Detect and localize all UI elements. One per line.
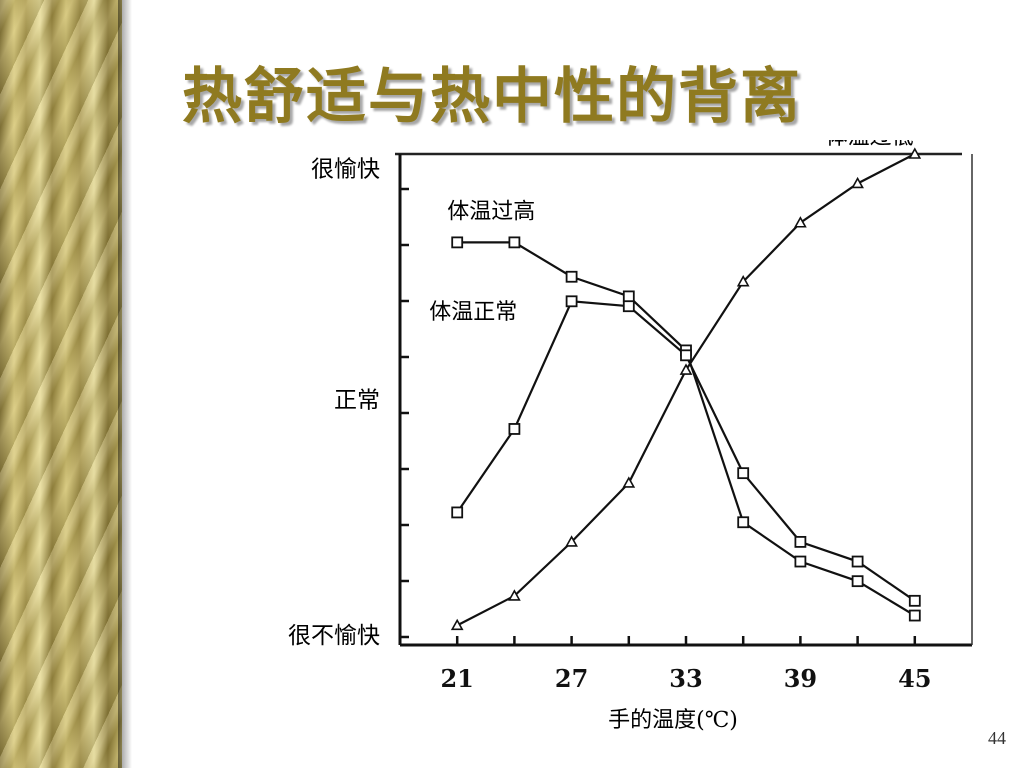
data-point <box>908 594 921 607</box>
x-tick-label: 33 <box>669 664 702 693</box>
y-tick-label: 很愉快 <box>311 157 380 183</box>
x-axis-label: 手的温度(℃) <box>608 708 738 733</box>
x-tick-label: 45 <box>898 664 931 693</box>
data-point <box>451 506 464 519</box>
data-point <box>736 275 750 287</box>
data-point <box>737 467 750 480</box>
data-point <box>851 575 864 588</box>
x-tick-label: 21 <box>440 664 473 693</box>
data-point <box>451 236 464 249</box>
data-point <box>679 363 693 375</box>
slide-title: 热舒适与热中性的背离 <box>182 62 802 132</box>
series-line <box>457 241 916 617</box>
series-annotation: 体温过高 <box>447 199 535 224</box>
sidebar-shadow <box>118 0 132 768</box>
data-point <box>622 290 635 303</box>
data-point <box>508 589 521 601</box>
page-number: 44 <box>988 728 1006 748</box>
data-point <box>565 270 578 283</box>
x-tick-label: 39 <box>784 664 817 693</box>
data-point <box>622 300 635 313</box>
data-point <box>508 423 521 435</box>
data-point <box>737 516 750 529</box>
data-point <box>794 535 807 548</box>
data-point <box>908 609 921 622</box>
data-point <box>851 555 864 568</box>
data-point <box>851 176 864 189</box>
data-point <box>508 236 521 249</box>
series-annotation: 体温正常 <box>429 300 517 325</box>
data-point <box>565 535 578 547</box>
data-point <box>450 618 464 631</box>
y-tick-label: 正常 <box>334 388 380 414</box>
data-point <box>794 555 807 568</box>
data-point <box>565 295 578 308</box>
x-tick-label: 27 <box>555 664 588 693</box>
decorative-sidebar <box>0 0 122 768</box>
y-tick-label: 很不愉快 <box>288 623 380 649</box>
data-point <box>680 349 692 362</box>
data-point <box>794 216 807 228</box>
data-point <box>908 147 922 159</box>
series-line <box>456 153 916 627</box>
series-annotation: 体温过低 <box>826 140 914 150</box>
data-point <box>622 476 636 488</box>
